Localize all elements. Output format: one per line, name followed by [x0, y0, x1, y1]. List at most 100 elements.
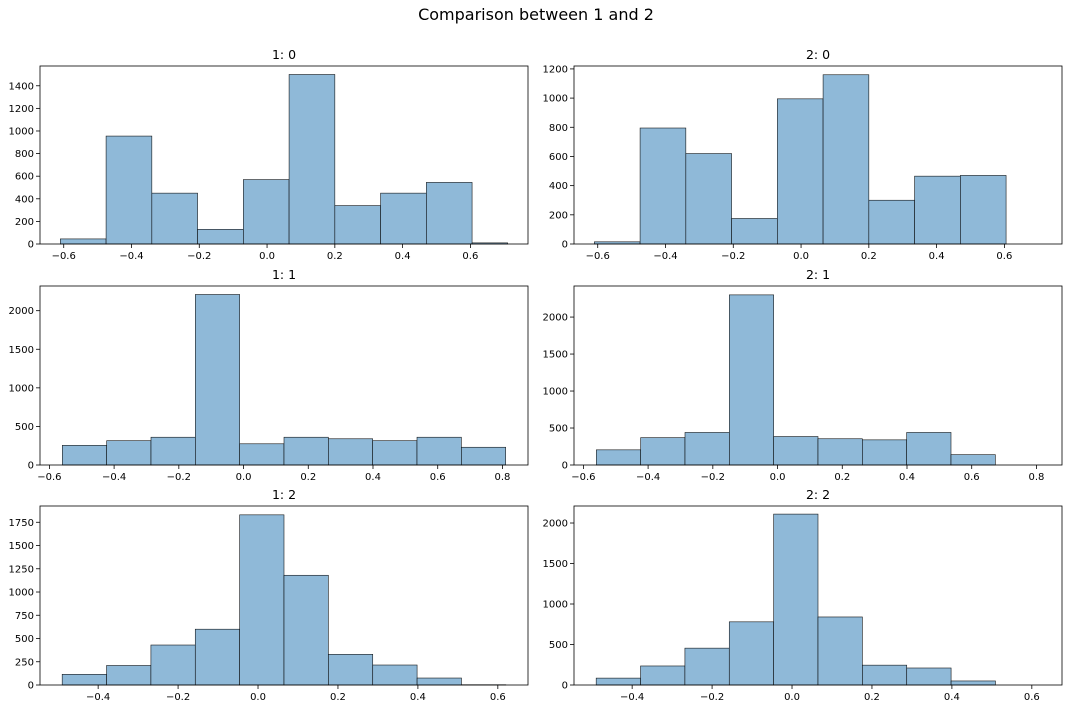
y-tick-label: 1750 — [9, 518, 34, 529]
subplot-5: 1: 2 −0.4 −0.2 0.0 0.2 0.4 0.6 0 250 500 750 1000 12… — [9, 487, 529, 703]
y-tick-label: 0 — [28, 240, 34, 251]
x-tick-label: −0.4 — [636, 472, 660, 483]
y-tick-label: 400 — [15, 194, 34, 205]
y-tick-label: 500 — [15, 634, 34, 645]
histogram-bar — [328, 654, 374, 686]
x-tick-label: −0.4 — [102, 472, 126, 483]
y-tick-label: 1500 — [9, 345, 34, 356]
histogram-bar — [372, 440, 418, 466]
subplot-3: 1: 1 −0.6 −0.4 −0.2 0.0 0.2 0.4 0.6 0.8 0 500 1000 1… — [9, 267, 529, 483]
histogram-bar — [283, 574, 329, 686]
histogram-bar — [728, 621, 774, 686]
histogram-bar — [150, 436, 196, 466]
axes-frame — [39, 65, 529, 245]
histogram-bar — [288, 74, 336, 245]
subplot-title: 1: 0 — [272, 47, 296, 62]
histogram-bar — [150, 644, 196, 686]
y-tick-label: 1000 — [9, 126, 34, 137]
histogram-bar — [60, 238, 107, 245]
y-tick-label: 750 — [15, 611, 34, 622]
histogram-bar — [950, 454, 996, 466]
x-tick-label: −0.2 — [721, 251, 745, 262]
axes-frame — [573, 285, 1063, 466]
histogram-bar — [62, 445, 107, 466]
histogram-bar — [906, 432, 952, 466]
x-tick-label: 0.2 — [864, 692, 880, 703]
axes-frame — [39, 285, 529, 466]
y-tick-label: 400 — [549, 181, 568, 192]
histogram-bar — [328, 438, 373, 466]
histogram-bar — [773, 513, 819, 686]
histogram-bar — [105, 135, 153, 245]
histogram-bar — [684, 647, 730, 686]
histogram-bar — [372, 664, 418, 686]
histogram-bar — [243, 179, 290, 245]
histogram-bar — [906, 667, 952, 686]
y-tick-label: 2000 — [543, 519, 568, 530]
x-tick-label: 0.6 — [490, 692, 506, 703]
histogram-bar — [817, 616, 863, 686]
x-tick-label: 0.2 — [327, 251, 343, 262]
subplot-title: 1: 2 — [272, 487, 296, 502]
axes-frame — [39, 505, 529, 686]
subplot-2: 2: 0 −0.6 −0.4 −0.2 0.0 0.2 0.4 0.6 0 200 400 600 80… — [543, 47, 1063, 262]
y-tick-label: 0 — [562, 240, 568, 251]
y-tick-label: 1000 — [543, 94, 568, 105]
y-tick-label: 1000 — [543, 600, 568, 611]
histogram-bar — [596, 449, 641, 466]
x-tick-label: 0.4 — [365, 472, 381, 483]
histogram-bar — [197, 229, 244, 245]
x-tick-label: 0.8 — [1028, 472, 1044, 483]
histogram-bar — [283, 436, 329, 466]
x-tick-label: 0.2 — [861, 251, 877, 262]
x-tick-label: 0.8 — [494, 472, 510, 483]
y-tick-label: 800 — [15, 149, 34, 160]
histogram-bar — [684, 432, 730, 466]
subplot-6: 2: 2 −0.4 −0.2 0.0 0.2 0.4 0.6 0 500 1000 1500 2000 — [543, 487, 1063, 703]
y-tick-label: 0 — [28, 461, 34, 472]
x-tick-label: 0.6 — [996, 251, 1012, 262]
x-tick-label: 0.4 — [899, 472, 915, 483]
x-tick-label: 0.2 — [300, 472, 316, 483]
y-tick-label: 1400 — [9, 81, 34, 92]
histogram-bar — [595, 677, 641, 686]
y-tick-label: 1200 — [9, 104, 34, 115]
subplot-4: 2: 1 −0.6 −0.4 −0.2 0.0 0.2 0.4 0.6 0.8 0 500 1000 1… — [543, 267, 1063, 483]
figure-title: Comparison between 1 and 2 — [418, 5, 654, 24]
histogram-bar — [334, 205, 381, 245]
y-tick-label: 1500 — [543, 559, 568, 570]
histogram-bar — [731, 218, 778, 245]
y-tick-label: 0 — [28, 681, 34, 692]
x-tick-label: −0.6 — [571, 472, 595, 483]
histogram-bar — [640, 665, 686, 686]
y-tick-label: 2000 — [9, 306, 34, 317]
y-tick-label: 1000 — [9, 588, 34, 599]
histogram-bar — [817, 438, 863, 466]
histogram-bar — [416, 677, 462, 686]
x-tick-label: 0.4 — [944, 692, 960, 703]
x-tick-label: −0.2 — [187, 251, 211, 262]
subplot-title: 2: 2 — [806, 487, 830, 502]
histogram-bar — [426, 182, 473, 245]
y-tick-label: 1500 — [9, 541, 34, 552]
y-tick-label: 1000 — [543, 387, 568, 398]
y-tick-label: 500 — [549, 424, 568, 435]
x-tick-label: −0.6 — [586, 251, 610, 262]
y-tick-label: 600 — [549, 152, 568, 163]
x-tick-label: 0.0 — [236, 472, 252, 483]
x-tick-label: −0.4 — [119, 251, 143, 262]
histogram-bar — [416, 436, 462, 466]
axes-frame — [573, 65, 1063, 245]
y-tick-label: 1250 — [9, 564, 34, 575]
histogram-bar — [685, 153, 732, 245]
subplot-title: 2: 0 — [806, 47, 830, 62]
y-tick-label: 0 — [562, 681, 568, 692]
x-tick-label: 0.0 — [784, 692, 800, 703]
histogram-bar — [640, 437, 686, 466]
histogram-bar — [639, 127, 687, 245]
x-tick-label: 0.6 — [430, 472, 446, 483]
y-tick-label: 1500 — [543, 350, 568, 361]
x-tick-label: 0.6 — [462, 251, 478, 262]
x-tick-label: 0.0 — [770, 472, 786, 483]
